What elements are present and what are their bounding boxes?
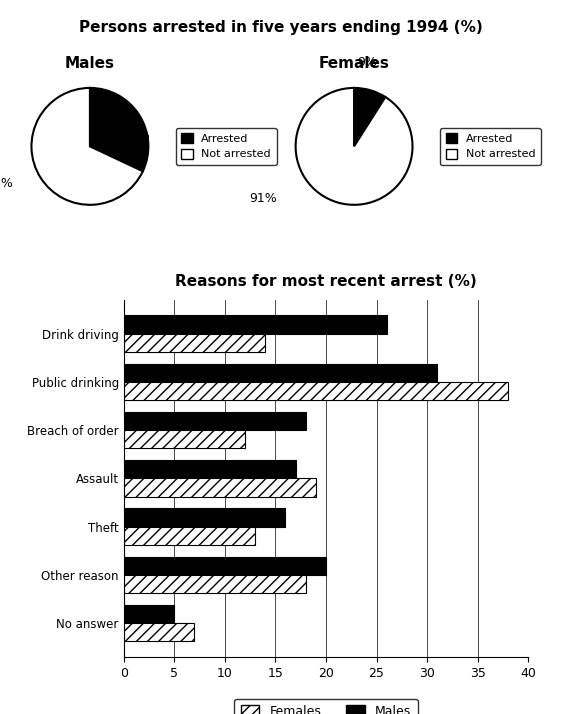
Bar [124,478,316,497]
Title: Reasons for most recent arrest (%): Reasons for most recent arrest (%) [175,274,477,289]
Wedge shape [296,88,413,205]
Text: 68%: 68% [0,177,12,191]
Wedge shape [31,88,143,205]
Text: 9%: 9% [357,56,377,69]
Bar [124,363,437,382]
Bar [124,575,306,593]
Bar [124,508,285,527]
Legend: Females, Males: Females, Males [234,699,418,714]
Bar [124,316,387,333]
Bar [124,382,508,401]
Bar [124,605,174,623]
Wedge shape [90,88,148,171]
Legend: Arrested, Not arrested: Arrested, Not arrested [440,128,541,165]
Title: Females: Females [319,56,389,71]
Legend: Arrested, Not arrested: Arrested, Not arrested [176,128,277,165]
Wedge shape [354,88,386,146]
Text: 32%: 32% [122,129,150,142]
Bar [124,623,194,641]
Title: Males: Males [65,56,115,71]
Bar [124,333,265,352]
Bar [124,460,296,478]
Text: Persons arrested in five years ending 1994 (%): Persons arrested in five years ending 19… [79,20,483,35]
Bar [124,412,306,430]
Bar [124,527,255,545]
Bar [124,430,245,448]
Text: 91%: 91% [249,192,277,205]
Bar [124,556,326,575]
